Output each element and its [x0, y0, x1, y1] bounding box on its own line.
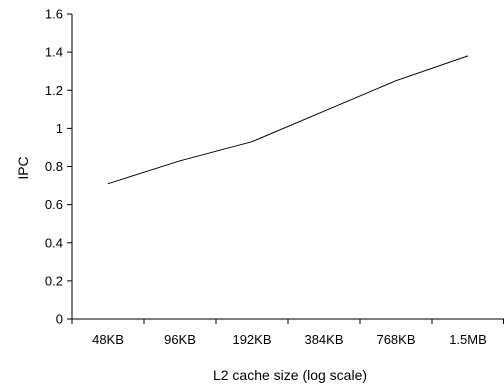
x-axis-title: L2 cache size (log scale): [213, 367, 367, 383]
y-tick-label: 1.4: [45, 45, 63, 60]
y-tick-label: 0: [56, 312, 63, 327]
y-tick-label: 1: [56, 121, 63, 136]
y-axis-title: IPC: [15, 156, 31, 179]
x-tick-label: 48KB: [92, 332, 124, 347]
y-tick-label: 1.2: [45, 83, 63, 98]
y-tick-label: 0.4: [45, 235, 63, 250]
x-tick-label: 768KB: [376, 332, 415, 347]
y-tick-label: 0.6: [45, 197, 63, 212]
y-axis: 0 0.2 0.4 0.6 0.8 1 1.2 1.4 1.6: [45, 7, 73, 327]
x-tick-label: 192KB: [232, 332, 271, 347]
y-tick-label: 0.2: [45, 273, 63, 288]
x-tick-label: 1.5MB: [449, 332, 487, 347]
x-tick-label: 96KB: [164, 332, 196, 347]
x-tick-label: 384KB: [304, 332, 343, 347]
y-tick-label: 0.8: [45, 159, 63, 174]
series-line: [107, 55, 469, 185]
y-tick-label: 1.6: [45, 7, 63, 22]
x-axis: 48KB 96KB 192KB 384KB 768KB 1.5MB: [71, 318, 504, 347]
plot-area: [107, 55, 469, 185]
